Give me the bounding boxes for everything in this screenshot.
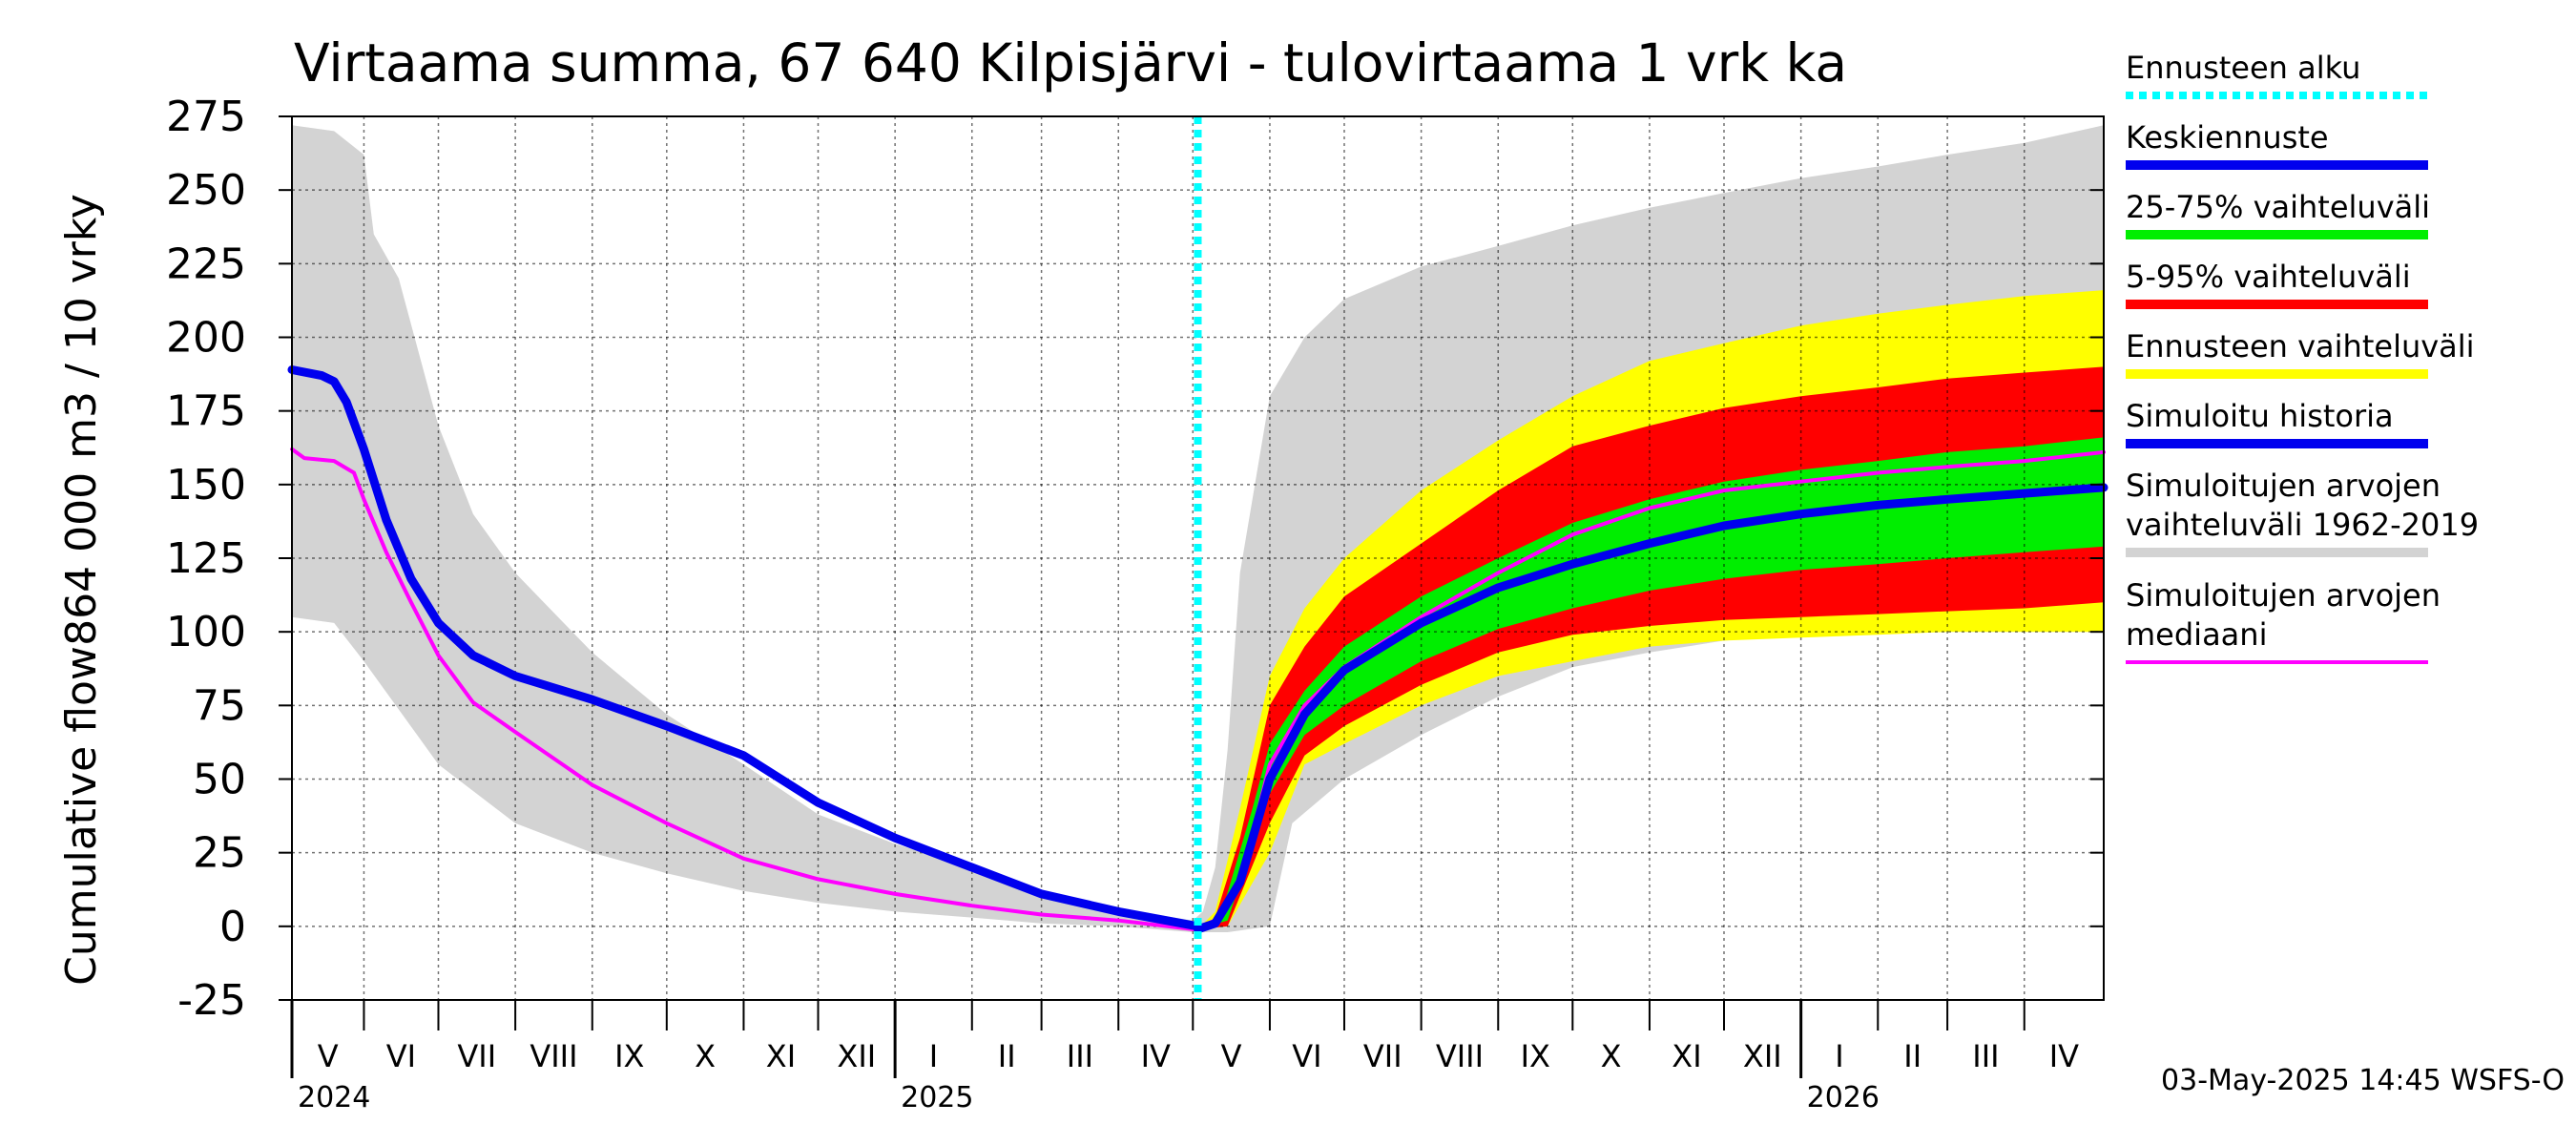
x-month-label: VI — [386, 1038, 416, 1074]
x-month-label: XII — [1743, 1038, 1782, 1074]
legend-label: 25-75% vaihteluväli — [2126, 189, 2430, 225]
chart-title: Virtaama summa, 67 640 Kilpisjärvi - tul… — [294, 32, 1847, 94]
x-month-label: V — [1221, 1038, 1242, 1074]
y-tick-label: 50 — [193, 756, 246, 804]
y-tick-label: 175 — [166, 387, 246, 436]
series-keskiennuste — [1194, 483, 2109, 934]
x-month-label: II — [1903, 1038, 1922, 1074]
x-month-label: VI — [1292, 1038, 1321, 1074]
y-tick-label: 250 — [166, 166, 246, 215]
legend-item-ennusteen-vaihteluv-li: Ennusteen vaihteluväli — [2126, 328, 2475, 379]
series-simuloitujen-arvojen-mediaani — [290, 447, 2106, 931]
x-month-label: IV — [1141, 1038, 1171, 1074]
legend-label: 5-95% vaihteluväli — [2126, 259, 2411, 295]
x-month-label: III — [1067, 1038, 1093, 1074]
y-tick-label: 0 — [219, 903, 246, 951]
x-month-label: VII — [457, 1038, 496, 1074]
y-tick-label: -25 — [177, 976, 246, 1025]
x-month-label: II — [998, 1038, 1016, 1074]
legend-item-25-75-vaihteluv-li: 25-75% vaihteluväli — [2126, 189, 2430, 239]
legend-item-ennusteen-alku: Ennusteen alku — [2126, 50, 2428, 99]
x-month-label: III — [1972, 1038, 1999, 1074]
x-month-label: XII — [837, 1038, 876, 1074]
legend-label: Ennusteen vaihteluväli — [2126, 328, 2475, 364]
legend-label: mediaani — [2126, 616, 2267, 653]
legend-label: Ennusteen alku — [2126, 50, 2360, 86]
x-month-label: XI — [1672, 1038, 1701, 1074]
x-year-label: 2025 — [901, 1081, 973, 1114]
plot-area — [287, 115, 2109, 1001]
legend-label: Keskiennuste — [2126, 119, 2329, 156]
x-month-label: IX — [614, 1038, 644, 1074]
x-month-label: I — [1835, 1038, 1843, 1074]
x-month-label: IX — [1521, 1038, 1550, 1074]
y-tick-label: 200 — [166, 314, 246, 363]
legend-item-keskiennuste: Keskiennuste — [2126, 119, 2428, 170]
x-year-label: 2024 — [298, 1081, 370, 1114]
x-month-label: XI — [766, 1038, 796, 1074]
y-tick-label: 150 — [166, 461, 246, 510]
legend-label: vaihteluväli 1962-2019 — [2126, 507, 2479, 543]
y-tick-label: 25 — [193, 829, 246, 878]
legend-item-5-95-vaihteluv-li: 5-95% vaihteluväli — [2126, 259, 2428, 309]
x-month-label: VIII — [530, 1038, 577, 1074]
y-axis-label-bottom: Cumulative flow — [57, 646, 106, 986]
y-tick-label: 275 — [166, 93, 246, 141]
x-month-label: VII — [1363, 1038, 1402, 1074]
x-month-label: V — [318, 1038, 339, 1074]
y-axis-label-top: 864 000 m3 / 10 vrky — [57, 194, 106, 646]
x-month-label: VIII — [1436, 1038, 1484, 1074]
legend: Ennusteen alku Keskiennuste 25-75% vaihtel… — [2126, 50, 2479, 664]
footer-timestamp: 03-May-2025 14:45 WSFS-O — [2161, 1064, 2565, 1097]
x-month-label: X — [695, 1038, 716, 1074]
x-month-label: X — [1601, 1038, 1622, 1074]
legend-label: Simuloitujen arvojen — [2126, 468, 2441, 504]
y-tick-label: 75 — [193, 681, 246, 730]
band-simuloitujen-arvojen-vaihteluv-li-1962-2019 — [292, 125, 2104, 933]
band-25-75-vaihteluv-li — [1197, 437, 2104, 929]
legend-label: Simuloitu historia — [2126, 398, 2394, 434]
series-simuloitu-historia — [287, 365, 1202, 931]
legend-label: Simuloitujen arvojen — [2126, 577, 2441, 614]
x-year-label: 2026 — [1807, 1081, 1880, 1114]
x-month-label: I — [929, 1038, 938, 1074]
y-tick-label: 100 — [166, 608, 246, 656]
legend-item-simuloitu-historia: Simuloitu historia — [2126, 398, 2428, 448]
y-tick-label: 125 — [166, 534, 246, 583]
x-month-label: IV — [2049, 1038, 2079, 1074]
y-tick-label: 225 — [166, 239, 246, 288]
